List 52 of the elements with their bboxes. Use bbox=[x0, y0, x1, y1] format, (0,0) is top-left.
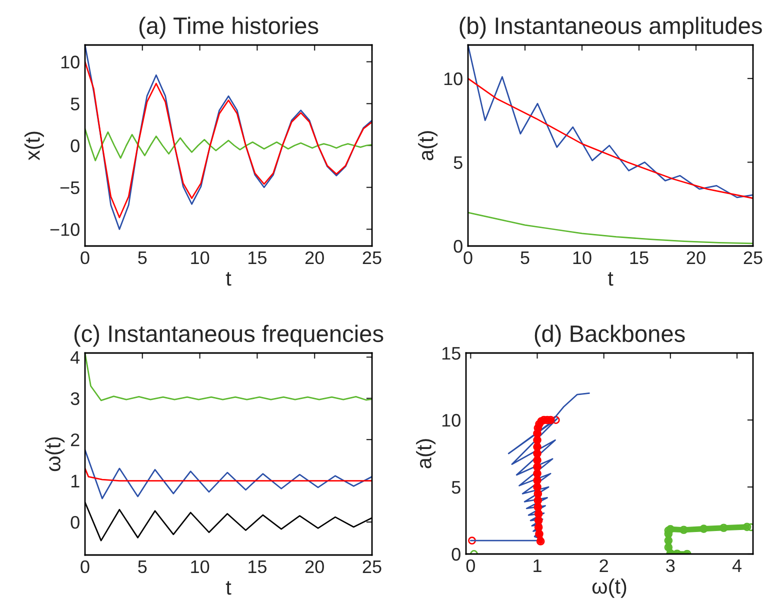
y-axis-title: a(t) bbox=[418, 131, 438, 160]
x-tick-label: 0 bbox=[80, 560, 90, 574]
y-tick-label: 5 bbox=[70, 98, 80, 110]
x-tick-label: 20 bbox=[305, 251, 324, 264]
y-tick-label: 5 bbox=[452, 481, 460, 494]
x-tick-label: 20 bbox=[686, 251, 706, 264]
y-axis-title: x(t) bbox=[24, 132, 44, 160]
x-tick-label: 15 bbox=[248, 560, 266, 574]
y-tick-label: 0 bbox=[452, 548, 460, 561]
x-tick-label: 5 bbox=[520, 252, 530, 264]
y-tick-label: −5 bbox=[60, 181, 80, 194]
chart-title: (d) Backbones bbox=[534, 324, 685, 347]
x-tick-label: 20 bbox=[305, 560, 324, 574]
y-tick-label: 5 bbox=[454, 156, 462, 169]
x-tick-label: 1 bbox=[534, 560, 542, 572]
y-axis-title: ω(t) bbox=[45, 437, 65, 472]
x-tick-label: 25 bbox=[362, 560, 382, 574]
chart-title: (b) Instantaneous amplitudes bbox=[460, 16, 762, 39]
y-tick-label: 3 bbox=[70, 392, 80, 406]
y-tick-label: 10 bbox=[444, 72, 462, 86]
y-tick-label: 0 bbox=[454, 240, 462, 253]
x-tick-label: 10 bbox=[191, 560, 210, 574]
y-tick-label: −10 bbox=[50, 223, 80, 236]
x-tick-label: 4 bbox=[732, 560, 742, 572]
x-tick-label: 15 bbox=[630, 252, 648, 264]
chart-title: (a) Time histories bbox=[139, 16, 318, 39]
y-tick-label: 15 bbox=[442, 347, 460, 360]
x-tick-label: 2 bbox=[600, 559, 608, 572]
x-tick-label: 5 bbox=[138, 252, 147, 264]
x-tick-label: 10 bbox=[573, 251, 592, 264]
x-tick-label: 5 bbox=[138, 560, 147, 574]
x-tick-label: 3 bbox=[666, 559, 675, 572]
x-axis-title: t bbox=[226, 581, 232, 595]
x-tick-label: 25 bbox=[362, 251, 382, 264]
y-tick-label: 1 bbox=[71, 474, 80, 488]
y-tick-label: 4 bbox=[70, 351, 80, 364]
x-tick-label: 0 bbox=[80, 251, 90, 264]
x-tick-label: 0 bbox=[464, 251, 472, 264]
y-axis-title: a(t) bbox=[416, 439, 436, 468]
y-tick-label: 2 bbox=[71, 434, 80, 446]
x-tick-label: 0 bbox=[466, 559, 475, 572]
chart-title: (c) Instantaneous frequencies bbox=[74, 324, 384, 347]
y-tick-label: 0 bbox=[70, 516, 80, 529]
y-tick-label: 10 bbox=[442, 414, 460, 427]
x-tick-label: 15 bbox=[248, 252, 266, 264]
x-tick-label: 25 bbox=[744, 251, 762, 264]
x-tick-label: 10 bbox=[191, 251, 210, 264]
x-axis-title: t bbox=[226, 272, 232, 286]
y-tick-label: 0 bbox=[70, 139, 80, 152]
y-tick-label: 10 bbox=[61, 56, 80, 68]
x-axis-title: ω(t) bbox=[592, 578, 626, 598]
x-axis-title: t bbox=[608, 272, 614, 286]
